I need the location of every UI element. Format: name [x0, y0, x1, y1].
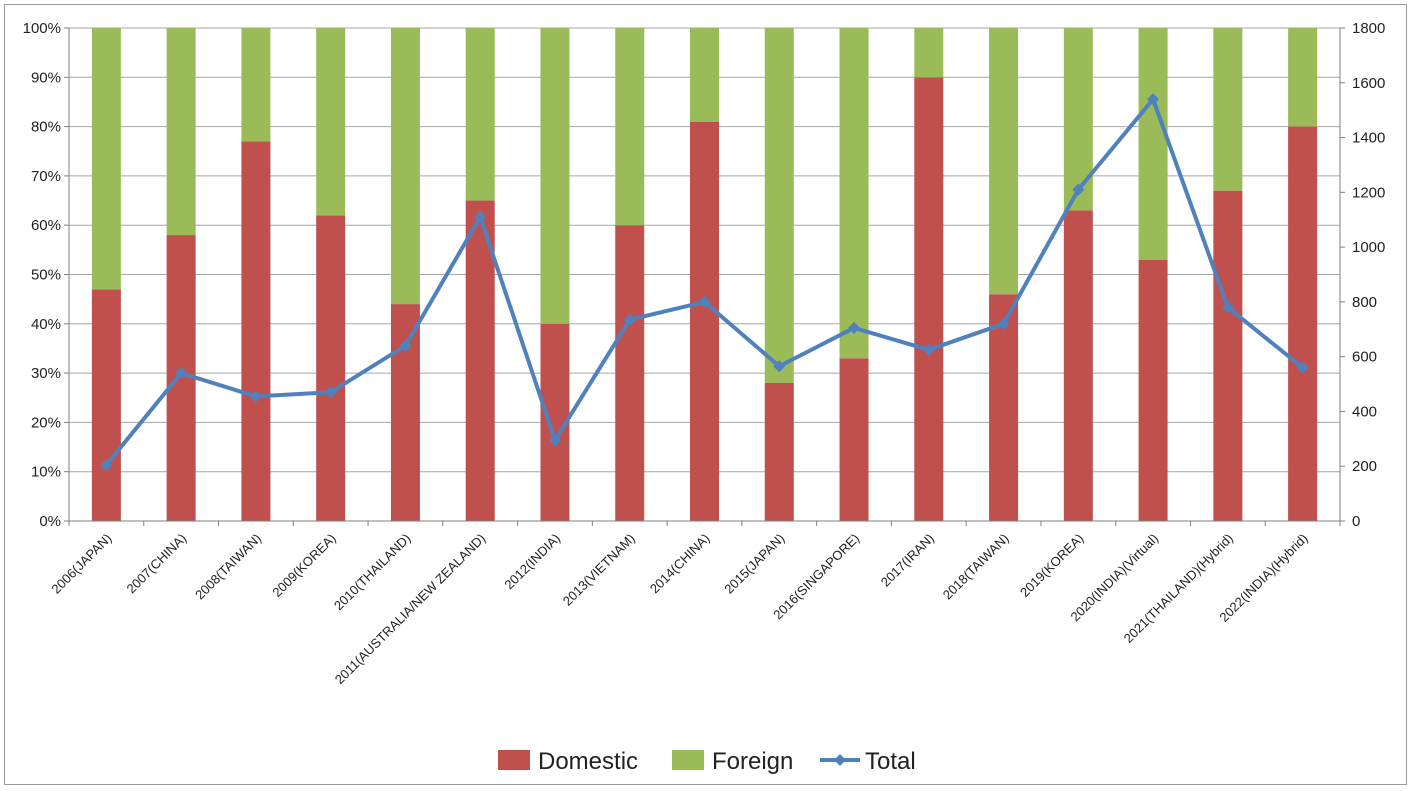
bar-foreign: [540, 28, 570, 324]
total-point: [548, 434, 561, 447]
legend-swatch: [498, 750, 530, 770]
right-tick-label: 1200: [1352, 184, 1385, 201]
bar-domestic: [690, 121, 719, 522]
right-tick-label: 800: [1352, 294, 1377, 311]
bar-domestic: [1138, 259, 1168, 521]
total-point: [474, 210, 487, 223]
total-point: [1147, 93, 1160, 106]
total-point: [848, 321, 861, 334]
total-point: [698, 295, 711, 308]
legend-label: Foreign: [712, 748, 793, 775]
bar-foreign: [1138, 28, 1168, 260]
right-tick-label: 0: [1352, 513, 1360, 530]
bar-domestic: [241, 141, 271, 521]
bar-domestic: [989, 294, 1019, 521]
category-label: 2015(JAPAN): [721, 531, 787, 597]
bar-domestic: [390, 304, 420, 521]
bar-domestic: [91, 289, 121, 521]
right-tick-label: 1800: [1352, 20, 1385, 37]
bar-foreign: [839, 28, 869, 359]
left-tick-label: 50%: [31, 267, 61, 284]
total-point: [249, 390, 262, 403]
bar-foreign: [914, 28, 944, 78]
legend-marker: [834, 754, 846, 766]
left-tick-label: 20%: [31, 414, 61, 431]
legend-label: Total: [865, 748, 916, 775]
category-label: 2014(CHINA): [647, 531, 713, 597]
total-point: [773, 360, 786, 373]
bar-foreign: [1288, 28, 1318, 127]
category-label: 2017(IRAN): [878, 531, 937, 590]
right-tick-label: 1400: [1352, 130, 1385, 147]
left-tick-label: 80%: [31, 119, 61, 136]
category-label: 2018(TAIWAN): [940, 531, 1012, 603]
total-point: [399, 339, 412, 352]
total-point: [1221, 301, 1234, 314]
total-point: [922, 343, 935, 356]
bar-domestic: [615, 225, 645, 521]
total-point: [324, 386, 337, 399]
bar-foreign: [465, 28, 495, 201]
left-tick-label: 70%: [31, 168, 61, 185]
left-tick-label: 90%: [31, 69, 61, 86]
right-tick-label: 400: [1352, 403, 1377, 420]
total-point: [1072, 183, 1085, 196]
bar-domestic: [1063, 210, 1093, 521]
category-label: 2013(VIETNAM): [560, 531, 638, 609]
bar-domestic: [764, 382, 794, 521]
right-tick-label: 600: [1352, 349, 1377, 366]
left-tick-label: 100%: [23, 20, 61, 37]
category-label: 2009(KOREA): [269, 531, 338, 600]
bar-foreign: [1213, 28, 1243, 191]
bar-foreign: [690, 28, 719, 122]
legend-swatch: [672, 750, 704, 770]
right-tick-label: 1600: [1352, 75, 1385, 92]
bar-domestic: [1213, 190, 1243, 521]
category-label: 2012(INDIA): [501, 531, 563, 593]
left-tick-label: 30%: [31, 365, 61, 382]
category-label: 2006(JAPAN): [48, 531, 114, 597]
category-label: 2011(AUSTRALIA/NEW ZEALAND): [332, 531, 489, 688]
bar-foreign: [241, 28, 271, 142]
right-tick-label: 1000: [1352, 239, 1385, 256]
category-label: 2007(CHINA): [123, 531, 189, 597]
bar-foreign: [615, 28, 645, 226]
bar-foreign: [166, 28, 196, 236]
bar-foreign: [316, 28, 346, 216]
total-point: [623, 313, 636, 326]
category-label: 2019(KOREA): [1017, 531, 1086, 600]
bar-foreign: [764, 28, 794, 383]
legend-label: Domestic: [538, 748, 638, 775]
bar-domestic: [1288, 126, 1318, 521]
total-point: [997, 317, 1010, 330]
category-label: 2010(THAILAND): [331, 531, 414, 614]
total-point: [100, 458, 113, 471]
bar-foreign: [1063, 28, 1093, 211]
bar-domestic: [465, 200, 495, 522]
category-label: 2008(TAIWAN): [192, 531, 264, 603]
left-tick-label: 10%: [31, 464, 61, 481]
bar-foreign: [91, 28, 121, 290]
left-tick-label: 60%: [31, 217, 61, 234]
total-point: [1296, 361, 1309, 374]
bar-domestic: [316, 215, 346, 521]
right-tick-label: 200: [1352, 458, 1377, 475]
left-tick-label: 0%: [39, 513, 61, 530]
left-tick-label: 40%: [31, 316, 61, 333]
total-point: [175, 367, 188, 380]
bar-foreign: [989, 28, 1019, 295]
bar-domestic: [914, 77, 944, 522]
bar-foreign: [390, 28, 420, 305]
bar-domestic: [839, 358, 869, 521]
